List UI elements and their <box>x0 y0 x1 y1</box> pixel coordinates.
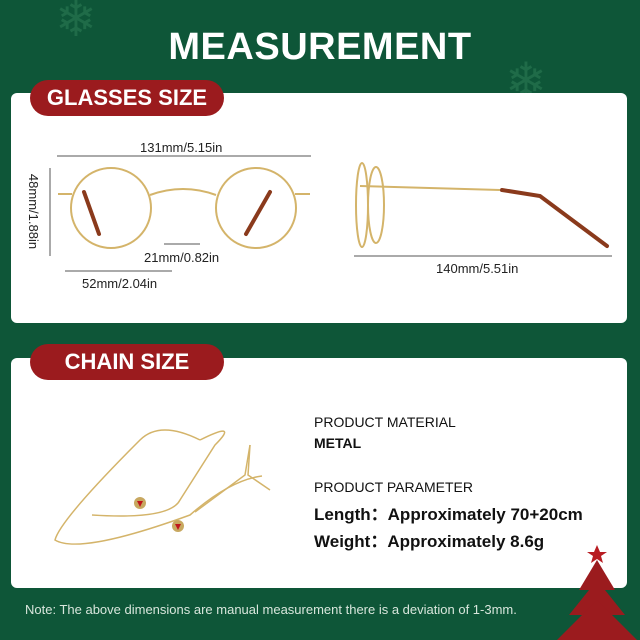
bridge-label: 21mm/0.82in <box>144 250 220 265</box>
chain-card <box>11 358 627 588</box>
glasses-diagram <box>49 155 612 272</box>
glasses-size-badge: GLASSES SIZE <box>30 80 224 116</box>
lens-width-label: 52mm/2.04in <box>82 276 158 291</box>
total-width-label: 131mm/5.15in <box>140 140 223 155</box>
temple-length-label: 140mm/5.51in <box>436 261 519 276</box>
measurement-note: Note: The above dimensions are manual me… <box>25 602 517 617</box>
glasses-card <box>11 93 627 323</box>
material-label: PRODUCT MATERIAL <box>314 414 456 430</box>
snowflake-icon: ❄ <box>55 0 97 47</box>
material-value: METAL <box>314 435 362 451</box>
chain-size-badge: CHAIN SIZE <box>30 344 224 380</box>
parameter-label: PRODUCT PARAMETER <box>314 479 473 495</box>
page-title: MEASUREMENT <box>168 26 472 68</box>
christmas-tree-icon <box>557 545 637 640</box>
weight-spec: Weight：Approximately 8.6g <box>314 532 545 551</box>
length-spec: Length：Approximately 70+20cm <box>314 505 583 524</box>
